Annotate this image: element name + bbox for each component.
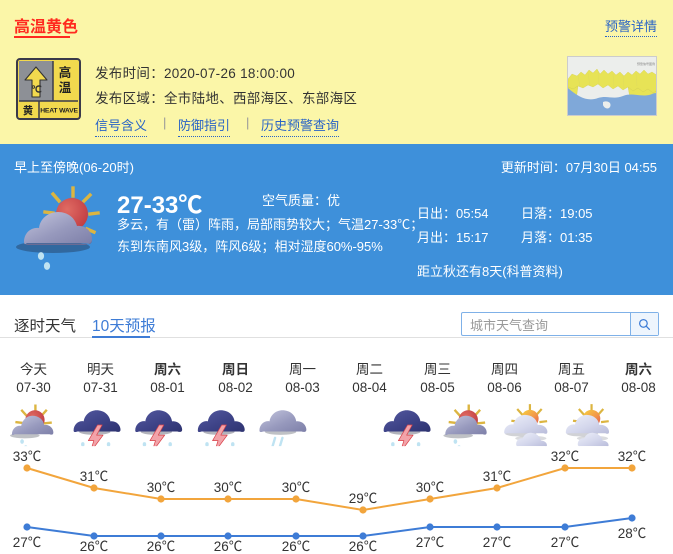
svg-text:32℃: 32℃: [618, 450, 647, 464]
svg-text:28℃: 28℃: [618, 526, 647, 541]
svg-text:31℃: 31℃: [483, 469, 512, 484]
svg-text:27℃: 27℃: [551, 535, 580, 550]
svg-text:26℃: 26℃: [282, 539, 311, 554]
svg-text:26℃: 26℃: [80, 539, 109, 554]
svg-text:30℃: 30℃: [214, 480, 243, 495]
svg-text:30℃: 30℃: [147, 480, 176, 495]
svg-text:26℃: 26℃: [214, 539, 243, 554]
svg-text:32℃: 32℃: [551, 450, 580, 464]
svg-text:31℃: 31℃: [80, 469, 109, 484]
svg-text:33℃: 33℃: [13, 450, 42, 464]
svg-text:26℃: 26℃: [147, 539, 176, 554]
svg-text:30℃: 30℃: [282, 480, 311, 495]
svg-text:27℃: 27℃: [483, 535, 512, 550]
svg-text:29℃: 29℃: [349, 491, 378, 506]
svg-text:26℃: 26℃: [349, 539, 378, 554]
svg-text:30℃: 30℃: [416, 480, 445, 495]
svg-text:27℃: 27℃: [13, 535, 42, 550]
svg-text:27℃: 27℃: [416, 535, 445, 550]
